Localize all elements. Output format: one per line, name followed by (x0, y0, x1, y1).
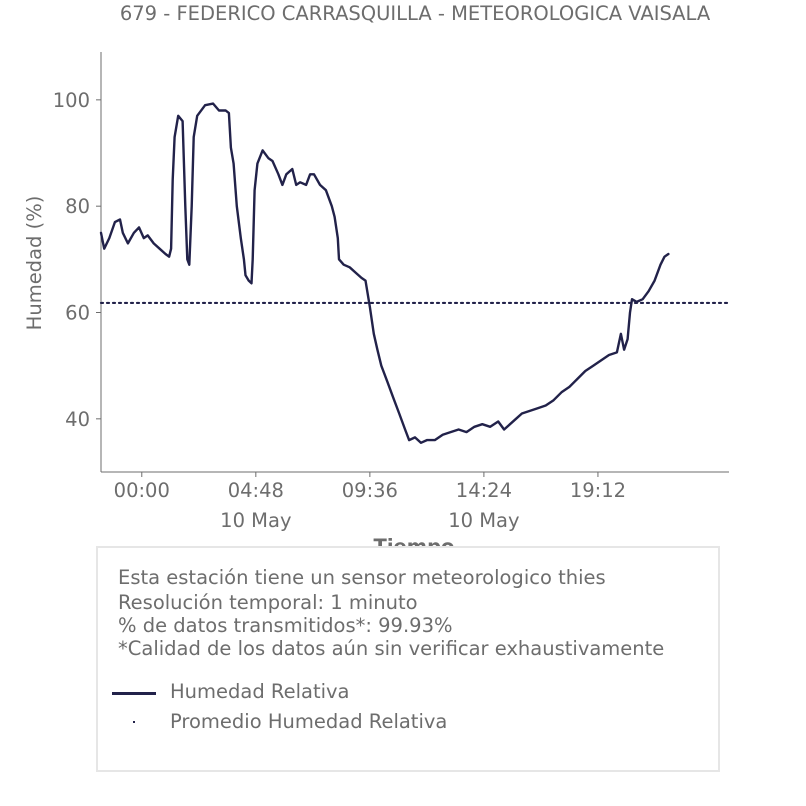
legend-solid-line-swatch (112, 692, 156, 695)
data-transmitted-text: % de datos transmitidos*: 99.93% (118, 614, 453, 637)
legend-item-average: Promedio Humedad Relativa (112, 710, 532, 734)
y-tick-label: 60 (65, 302, 90, 325)
x-tick-label: 00:00 (114, 479, 170, 502)
x-tick-label: 19:12 (570, 479, 626, 502)
x-tick-date-label: 10 May (220, 509, 291, 532)
x-tick-date-label: 10 May (448, 509, 519, 532)
temporal-resolution-text: Resolución temporal: 1 minuto (118, 591, 418, 614)
x-tick-label: 14:24 (456, 479, 512, 502)
y-tick-label: 100 (53, 89, 90, 112)
x-tick-label: 09:36 (342, 479, 398, 502)
legend-label-humidity: Humedad Relativa (170, 680, 350, 703)
legend-label-average: Promedio Humedad Relativa (170, 710, 448, 733)
x-tick-label: 04:48 (228, 479, 284, 502)
humidity-series-line (99, 102, 670, 444)
legend-dotted-line-swatch (133, 721, 135, 723)
y-tick-label: 80 (65, 195, 90, 218)
legend-item-humidity: Humedad Relativa (112, 680, 512, 704)
y-axis-title: Humedad (%) (23, 196, 46, 331)
station-sensor-text: Esta estación tiene un sensor meteorolog… (118, 566, 606, 589)
info-legend-box: Esta estación tiene un sensor meteorolog… (96, 546, 720, 772)
y-tick-label: 40 (65, 408, 90, 431)
data-quality-note: *Calidad de los datos aún sin verificar … (118, 637, 665, 660)
chart-title: 679 - FEDERICO CARRASQUILLA - METEOROLOG… (119, 2, 711, 25)
